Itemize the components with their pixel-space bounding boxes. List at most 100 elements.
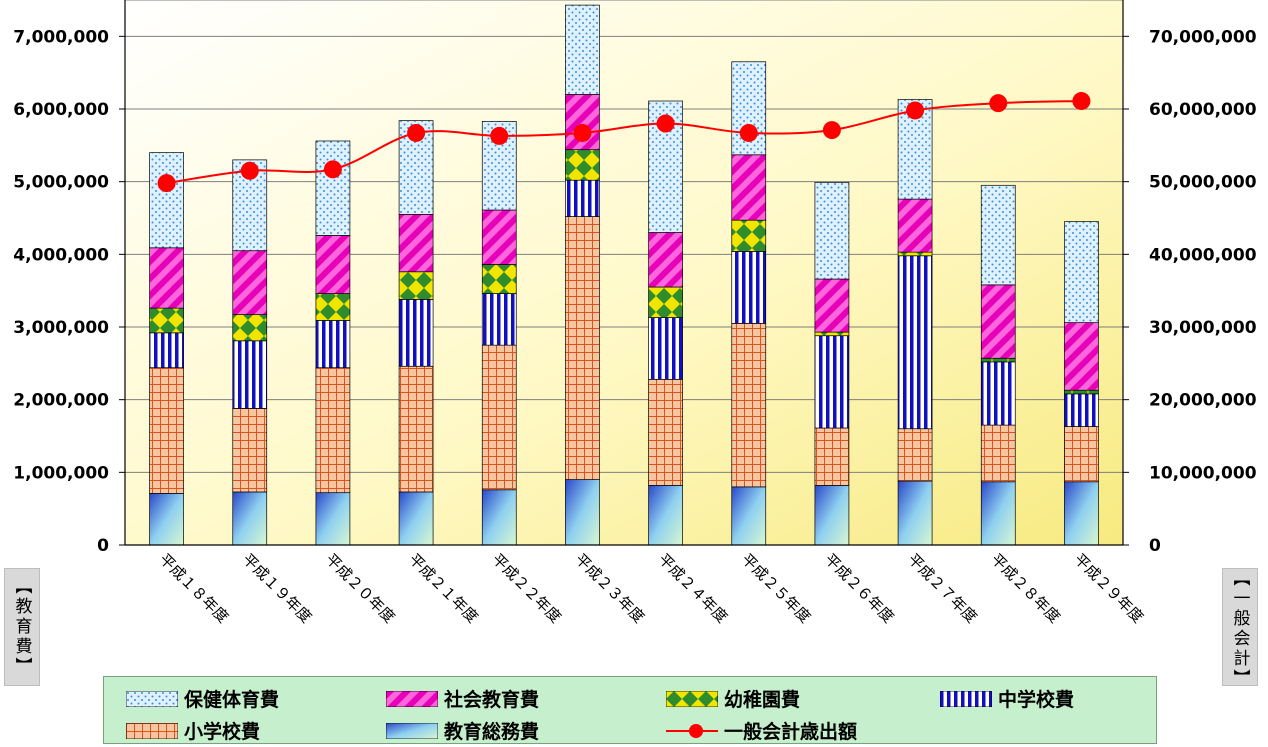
right-tick-label: 10,000,000: [1149, 463, 1257, 483]
bar-segment: [648, 286, 683, 318]
chart: 0 1,000,000 2,000,000 3,000,000 4,000,000 5,0…: [13, 0, 1257, 626]
legend-swatch-health-pe: [126, 690, 178, 707]
bar-segment: [648, 317, 683, 380]
bar-segment: [1064, 389, 1099, 395]
bar-segment: [481, 293, 517, 346]
bars: [149, 4, 1099, 546]
legend-swatch-general-education: [386, 722, 438, 739]
bar-segment: [315, 140, 351, 236]
plot-area: [124, 0, 1124, 546]
left-tick-label: 2,000,000: [13, 391, 109, 411]
line-point: [906, 101, 925, 120]
legend-item-social-education: 社会教育費: [386, 685, 539, 712]
bar-segment: [565, 4, 600, 95]
bar-segment: [315, 235, 351, 294]
bar-segment: [980, 357, 1016, 363]
legend-swatch-general-account: [666, 723, 718, 738]
bar-segment: [897, 251, 933, 257]
bar-segment: [980, 184, 1016, 286]
legend-item-elementary: 小学校費: [126, 717, 260, 744]
category-label: 平成２５年度: [738, 550, 814, 626]
legend-swatch-kindergarten: [666, 690, 718, 707]
legend-swatch-junior-high: [940, 690, 992, 707]
gridlines: [125, 35, 1123, 473]
line-point: [407, 123, 426, 142]
bar-segment: [398, 365, 434, 493]
category-label: 平成２２年度: [488, 550, 564, 626]
right-axis-label: 【一般会計】: [1222, 568, 1258, 689]
bar-segment: [814, 485, 850, 546]
line-point: [822, 121, 841, 140]
bar-segment: [232, 314, 268, 342]
bar-segment: [814, 335, 850, 429]
bar-segment: [814, 278, 850, 333]
bar-segment: [897, 99, 933, 200]
bar-segment: [648, 485, 683, 546]
line-point: [323, 160, 342, 179]
bar-segment: [648, 232, 683, 288]
right-tick-label: 70,000,000: [1149, 27, 1257, 47]
bar-segment: [731, 486, 767, 546]
bar-segment: [232, 491, 268, 546]
left-tick-label: 6,000,000: [13, 100, 109, 120]
bar-segment: [232, 408, 268, 493]
bar-segment: [315, 293, 351, 321]
line-point: [490, 126, 509, 145]
line-point: [739, 123, 758, 142]
legend-label: 小学校費: [184, 721, 261, 743]
bar-segment: [315, 492, 351, 546]
legend-label: 幼稚園費: [724, 689, 801, 711]
left-tick-label: 7,000,000: [13, 27, 109, 47]
legend: 保健体育費 社会教育費 幼稚園費 中学校費 小学校費 教育総務費 一般会計歳出額: [103, 676, 1157, 744]
bar-segment: [565, 479, 600, 546]
category-label: 平成１８年度: [156, 550, 232, 626]
left-tick-label: 0: [97, 536, 109, 556]
right-tick-label: 40,000,000: [1149, 245, 1257, 265]
bar-segment: [315, 320, 351, 369]
legend-label: 教育総務費: [444, 721, 540, 743]
bar-segment: [398, 214, 434, 273]
line-point: [1072, 92, 1091, 111]
right-tick-label: 30,000,000: [1149, 318, 1257, 338]
line-point: [989, 94, 1008, 113]
category-label: 平成２４年度: [655, 550, 731, 626]
category-label: 平成２８年度: [987, 550, 1063, 626]
bar-segment: [481, 489, 517, 546]
legend-item-kindergarten: 幼稚園費: [666, 685, 800, 712]
bar-segment: [315, 367, 351, 494]
bar-segment: [565, 179, 600, 217]
bar-segment: [481, 264, 517, 294]
category-label: 平成２０年度: [322, 550, 398, 626]
bar-segment: [814, 182, 850, 280]
bar-segment: [149, 152, 184, 249]
bar-segment: [1064, 481, 1099, 546]
legend-label: 社会教育費: [444, 689, 540, 711]
category-label: 平成２６年度: [821, 550, 897, 626]
bar-segment: [481, 344, 517, 491]
bar-segment: [731, 219, 767, 252]
bar-segment: [1064, 221, 1099, 323]
bar-segment: [980, 361, 1016, 426]
bar-segment: [980, 481, 1016, 546]
legend-item-general-account: 一般会計歳出額: [666, 717, 857, 744]
bar-segment: [398, 271, 434, 300]
legend-label: 保健体育費: [184, 689, 280, 711]
right-tick-label: 0: [1149, 536, 1161, 556]
bar-segment: [149, 307, 184, 334]
right-tick-label: 60,000,000: [1149, 100, 1257, 120]
bar-segment: [149, 332, 184, 369]
left-tick-label: 5,000,000: [13, 173, 109, 193]
line-point: [157, 174, 176, 193]
bar-segment: [149, 367, 184, 494]
bar-segment: [398, 299, 434, 367]
bar-segment: [980, 284, 1016, 359]
legend-item-junior-high: 中学校費: [940, 685, 1074, 712]
legend-label: 一般会計歳出額: [724, 721, 858, 743]
category-label: 平成２９年度: [1071, 550, 1147, 626]
bar-segment: [897, 198, 933, 253]
bar-segment: [648, 378, 683, 486]
left-tick-label: 1,000,000: [13, 463, 109, 483]
bar-segment: [565, 149, 600, 181]
bar-segment: [1064, 393, 1099, 427]
line-series: [157, 92, 1091, 193]
